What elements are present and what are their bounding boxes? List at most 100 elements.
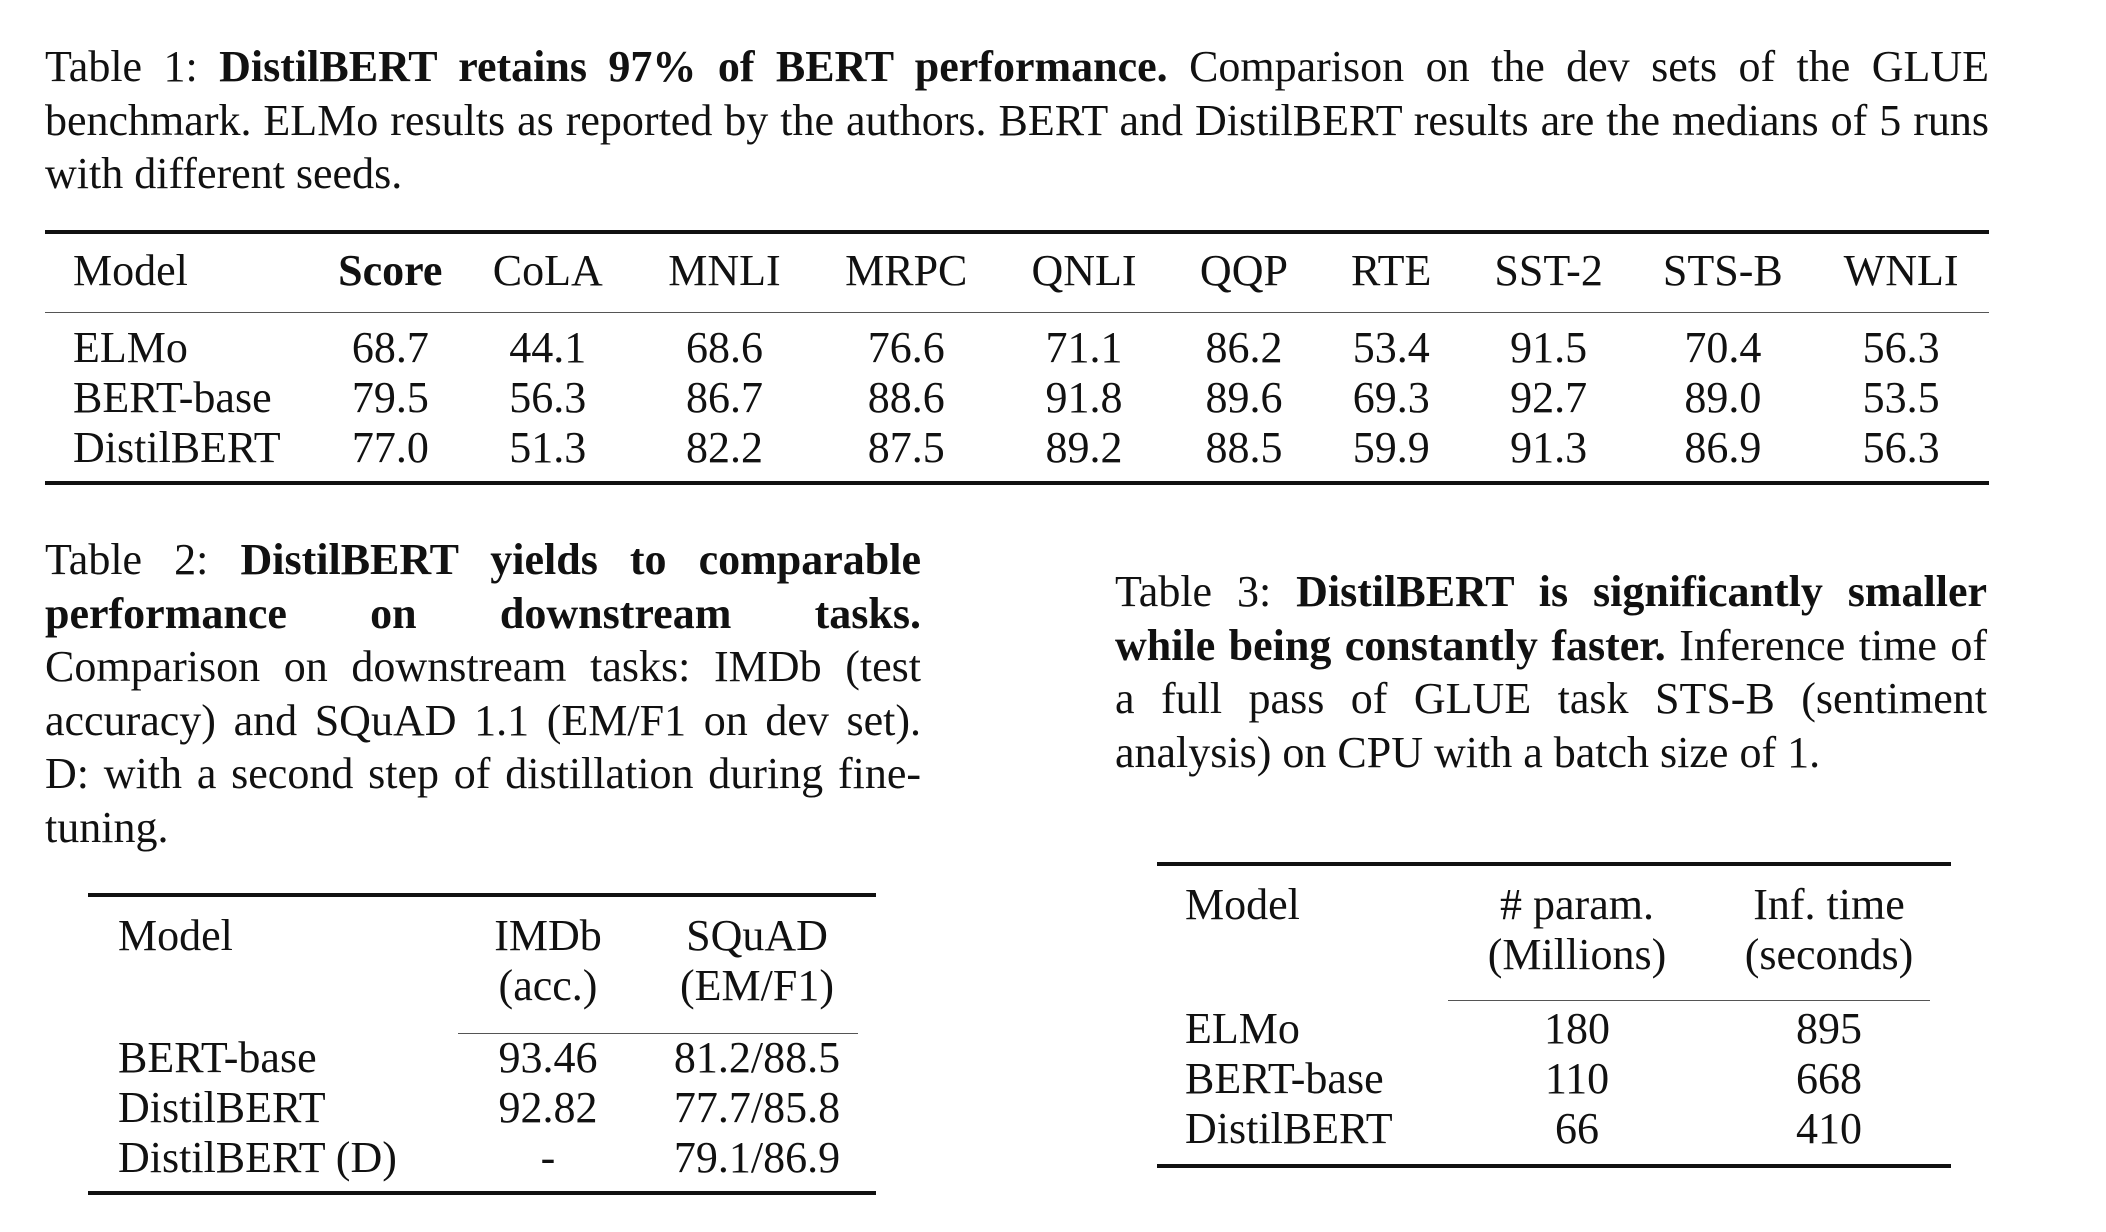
table-cell: 88.6 xyxy=(867,373,945,422)
table1-title: DistilBERT retains 97% of BERT performan… xyxy=(219,42,1168,91)
table3-header-rule xyxy=(1448,1000,1930,1001)
table1-header-cell: WNLI xyxy=(1843,246,1959,295)
table1-header-cell: QQP xyxy=(1199,246,1288,295)
table3-title: DistilBERT is significantly smaller whil… xyxy=(1115,567,1988,670)
header-line: (seconds) xyxy=(1744,930,1914,979)
table2-text: Comparison on downstream tasks: IMDb (te… xyxy=(45,642,921,852)
table-cell: ELMo xyxy=(1185,1004,1300,1053)
table2-downstream-results: Model IMDb (acc.) SQuAD (EM/F1) BERT-bas… xyxy=(88,893,876,1195)
table2-header-cell: IMDb (acc.) xyxy=(458,895,638,1027)
table2-header-cell: SQuAD (EM/F1) xyxy=(638,895,876,1027)
table-row: BERT-base 93.46 81.2/88.5 xyxy=(88,1027,876,1083)
table3-size-speed: Model # param. (Millions) Inf. time (sec… xyxy=(1157,862,1951,1168)
table3-label: Table 3: xyxy=(1115,567,1272,616)
header-line: Model xyxy=(118,911,233,960)
table-cell: 87.5 xyxy=(867,423,945,472)
table-row: DistilBERT 66 410 xyxy=(1157,1104,1951,1166)
table-cell: 180 xyxy=(1544,1004,1610,1053)
header-line: # param. xyxy=(1500,880,1654,929)
table-cell: 93.46 xyxy=(498,1033,598,1082)
table-cell: 59.9 xyxy=(1352,423,1430,472)
table2-header-cell: Model xyxy=(88,895,458,1027)
table-cell: BERT-base xyxy=(118,1033,317,1082)
table1-header-cell: STS-B xyxy=(1662,246,1783,295)
table2-label: Table 2: xyxy=(45,535,209,584)
table-cell: 86.2 xyxy=(1205,323,1283,372)
table-cell: DistilBERT (D) xyxy=(118,1133,397,1182)
table-row: ELMo 68.7 44.1 68.6 76.6 71.1 86.2 53.4 … xyxy=(45,313,1989,374)
table-cell: 92.7 xyxy=(1510,373,1588,422)
table-row: BERT-base 79.5 56.3 86.7 88.6 91.8 89.6 … xyxy=(45,373,1989,423)
table1-label: Table 1: xyxy=(45,42,198,91)
table-cell: 89.6 xyxy=(1205,373,1283,422)
table-cell: 410 xyxy=(1796,1104,1862,1153)
header-line: Model xyxy=(1185,880,1300,929)
header-line: (Millions) xyxy=(1487,930,1667,979)
table1-header-cell: QNLI xyxy=(1031,246,1137,295)
table-cell: 53.4 xyxy=(1352,323,1430,372)
table3-caption: Table 3: DistilBERT is significantly sma… xyxy=(1115,565,1987,779)
table-cell: DistilBERT xyxy=(73,423,281,472)
table1-text: Comparison on the dev sets of the GLUE b… xyxy=(45,42,1990,198)
table-row: ELMo 180 895 xyxy=(1157,998,1951,1054)
table-cell: - xyxy=(540,1133,556,1182)
table-cell: 56.3 xyxy=(509,373,587,422)
table-cell: 110 xyxy=(1544,1054,1610,1103)
table-cell: 81.2/88.5 xyxy=(673,1033,841,1082)
table-cell: 89.2 xyxy=(1045,423,1123,472)
table-cell: 86.9 xyxy=(1684,423,1762,472)
table1-header-row: Model Score CoLA MNLI MRPC QNLI QQP RTE … xyxy=(45,232,1989,313)
table1-glue-results: Model Score CoLA MNLI MRPC QNLI QQP RTE … xyxy=(45,230,1989,485)
table-cell: BERT-base xyxy=(73,373,272,422)
table-cell: 69.3 xyxy=(1352,373,1430,422)
table-cell: 77.7/85.8 xyxy=(673,1083,841,1132)
table2-title: DistilBERT yields to comparable performa… xyxy=(45,535,922,638)
table-cell: 92.82 xyxy=(498,1083,598,1132)
header-line: IMDb xyxy=(494,911,602,960)
table3-header-row: Model # param. (Millions) Inf. time (sec… xyxy=(1157,864,1951,998)
table-cell: 68.7 xyxy=(351,323,429,372)
table-cell: 76.6 xyxy=(867,323,945,372)
table-row: DistilBERT 92.82 77.7/85.8 xyxy=(88,1083,876,1133)
table-cell: 56.3 xyxy=(1862,423,1940,472)
table-cell: 71.1 xyxy=(1045,323,1123,372)
table-cell: 91.3 xyxy=(1510,423,1588,472)
header-line: (EM/F1) xyxy=(680,961,834,1010)
table-cell: 89.0 xyxy=(1684,373,1762,422)
table-cell: BERT-base xyxy=(1185,1054,1384,1103)
table-cell: 82.2 xyxy=(685,423,763,472)
table1-header-cell: MNLI xyxy=(668,246,781,295)
table-cell: 51.3 xyxy=(509,423,587,472)
table-cell: 68.6 xyxy=(685,323,763,372)
table1-header-cell: RTE xyxy=(1350,246,1432,295)
table1-header-cell: SST-2 xyxy=(1494,246,1603,295)
table-cell: 895 xyxy=(1796,1004,1862,1053)
table2-header-row: Model IMDb (acc.) SQuAD (EM/F1) xyxy=(88,895,876,1027)
table-cell: 91.8 xyxy=(1045,373,1123,422)
table-row: DistilBERT (D) - 79.1/86.9 xyxy=(88,1133,876,1193)
table-cell: 77.0 xyxy=(351,423,429,472)
table1-header-cell: MRPC xyxy=(845,246,968,295)
table3-header-cell: # param. (Millions) xyxy=(1447,864,1707,998)
table-row: BERT-base 110 668 xyxy=(1157,1054,1951,1104)
table-cell: 668 xyxy=(1796,1054,1862,1103)
table-cell: 66 xyxy=(1555,1104,1599,1153)
header-line: (acc.) xyxy=(498,961,598,1010)
table3-header-cell: Model xyxy=(1157,864,1447,998)
table1-caption: Table 1: DistilBERT retains 97% of BERT … xyxy=(45,40,1989,201)
table-row: DistilBERT 77.0 51.3 82.2 87.5 89.2 88.5… xyxy=(45,423,1989,483)
table1-header-cell: Score xyxy=(338,246,443,295)
table-cell: 86.7 xyxy=(685,373,763,422)
table-cell: 44.1 xyxy=(509,323,587,372)
table-cell: 88.5 xyxy=(1205,423,1283,472)
table1-header-cell: CoLA xyxy=(492,246,603,295)
header-line: SQuAD xyxy=(686,911,828,960)
table-cell: DistilBERT xyxy=(118,1083,326,1132)
table-cell: ELMo xyxy=(73,323,188,372)
table-cell: 91.5 xyxy=(1510,323,1588,372)
table2-header-rule xyxy=(458,1033,858,1034)
table2-caption: Table 2: DistilBERT yields to comparable… xyxy=(45,533,921,854)
table-cell: 70.4 xyxy=(1684,323,1762,372)
table-cell: DistilBERT xyxy=(1185,1104,1393,1153)
table-cell: 79.1/86.9 xyxy=(673,1133,841,1182)
